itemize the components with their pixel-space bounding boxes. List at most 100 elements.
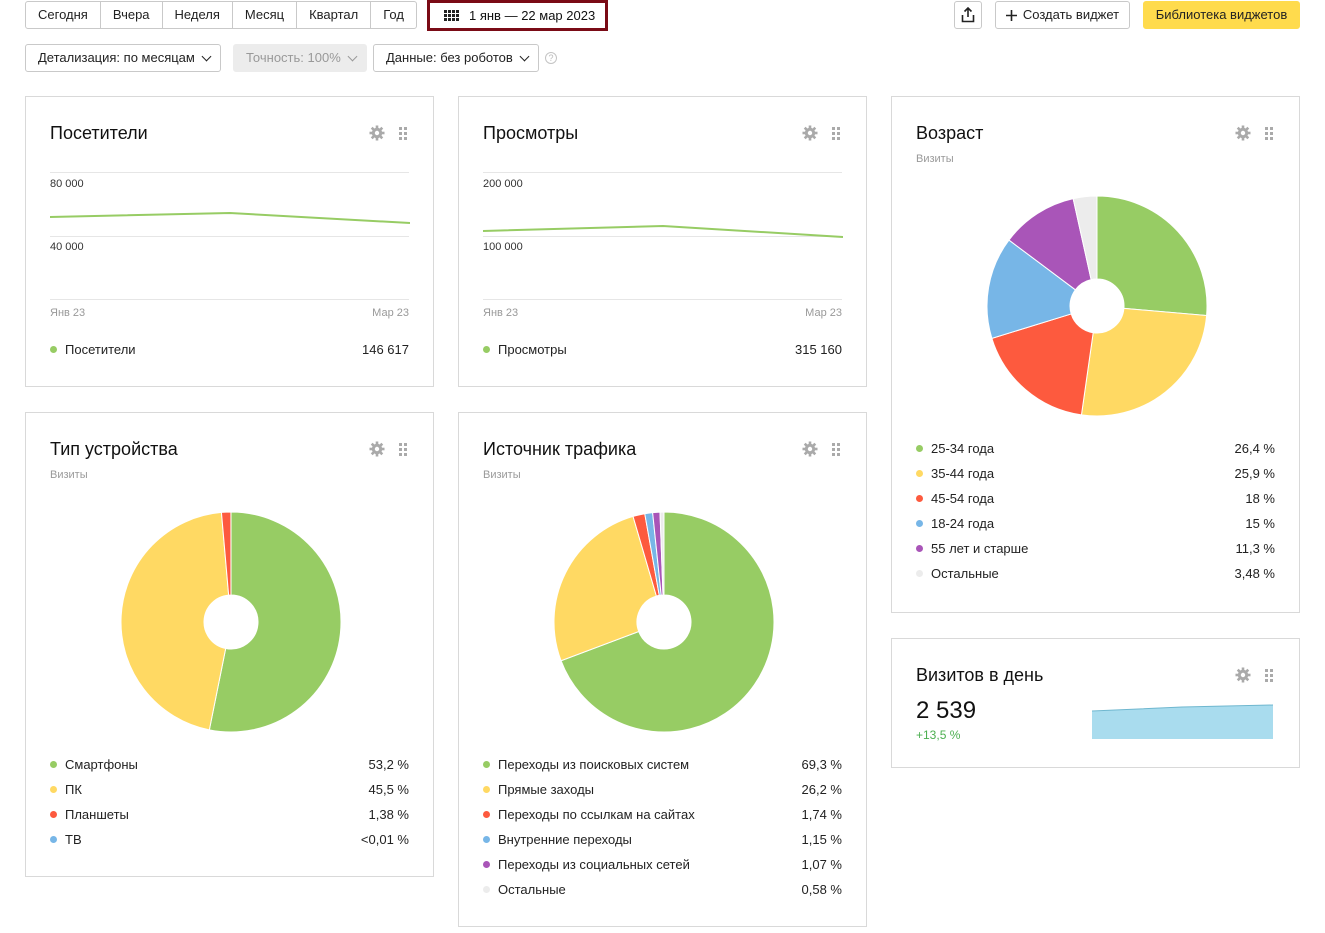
- period-today-button[interactable]: Сегодня: [26, 2, 101, 28]
- widget-title: Посетители: [50, 123, 148, 143]
- period-selector: Сегодня Вчера Неделя Месяц Квартал Год: [25, 1, 417, 29]
- legend-value: 315 160: [795, 342, 842, 357]
- legend-item[interactable]: Остальные 0,58 %: [483, 877, 842, 902]
- drag-handle-icon[interactable]: [399, 126, 407, 140]
- traffic-source-widget: Источник трафика Визиты Переходы из поис…: [458, 412, 867, 927]
- period-year-button[interactable]: Год: [383, 7, 404, 22]
- legend-item[interactable]: 25-34 года 26,4 %: [916, 436, 1275, 461]
- legend-item[interactable]: Переходы по ссылкам на сайтах 1,74 %: [483, 802, 842, 827]
- legend-dot: [916, 470, 923, 477]
- legend-label: ТВ: [65, 832, 82, 847]
- visits-per-day-value: 2 539: [916, 697, 977, 724]
- detail-select-label: Детализация: по месяцам: [38, 50, 195, 65]
- share-button[interactable]: [954, 1, 982, 29]
- legend-value: 69,3 %: [801, 757, 842, 772]
- pie-slice[interactable]: [208, 511, 342, 733]
- legend-value: 146 617: [362, 342, 409, 357]
- legend-label: 45-54 года: [931, 491, 995, 506]
- gear-icon[interactable]: [802, 125, 818, 141]
- gridline: [50, 172, 409, 173]
- accuracy-select-label: Точность: 100%: [246, 50, 341, 65]
- y-tick-label: 40 000: [50, 241, 84, 253]
- legend-item[interactable]: 18-24 года 15 %: [916, 511, 1275, 536]
- drag-handle-icon[interactable]: [1265, 668, 1273, 682]
- visits-sparkline: [1092, 704, 1274, 739]
- gridline: [483, 172, 842, 173]
- widget-subtitle: Визиты: [50, 469, 88, 481]
- period-yesterday-button[interactable]: Вчера: [101, 2, 163, 28]
- y-tick-label: 100 000: [483, 241, 523, 253]
- help-icon[interactable]: ?: [545, 52, 557, 64]
- legend-value: 25,9 %: [1234, 466, 1275, 481]
- legend-value: 18 %: [1245, 491, 1275, 506]
- chevron-down-icon: [201, 51, 212, 61]
- legend-item[interactable]: Переходы из поисковых систем 69,3 %: [483, 752, 842, 777]
- legend-item[interactable]: Смартфоны 53,2 %: [50, 752, 409, 777]
- legend-label: Смартфоны: [65, 757, 138, 772]
- legend-item[interactable]: Прямые заходы 26,2 %: [483, 777, 842, 802]
- legend-dot: [916, 520, 923, 527]
- pie-slice[interactable]: [560, 511, 775, 733]
- legend-item[interactable]: Просмотры 315 160: [483, 337, 842, 362]
- legend-label: 18-24 года: [931, 516, 995, 531]
- age-widget: Возраст Визиты 25-34 года 26,4 % 35-44 г…: [891, 96, 1300, 613]
- legend-item[interactable]: ТВ <0,01 %: [50, 827, 409, 852]
- legend-item[interactable]: 45-54 года 18 %: [916, 486, 1275, 511]
- legend-dot: [916, 570, 923, 577]
- legend-dot: [916, 545, 923, 552]
- drag-handle-icon[interactable]: [832, 126, 840, 140]
- x-tick-label: Мар 23: [372, 307, 409, 319]
- pie-slice[interactable]: [1080, 307, 1208, 417]
- legend-item[interactable]: ПК 45,5 %: [50, 777, 409, 802]
- gridline: [483, 236, 842, 237]
- data-filter-select[interactable]: Данные: без роботов: [373, 44, 539, 72]
- legend-item[interactable]: Переходы из социальных сетей 1,07 %: [483, 852, 842, 877]
- legend-value: 15 %: [1245, 516, 1275, 531]
- legend-label: Переходы по ссылкам на сайтах: [498, 807, 695, 822]
- legend-label: Планшеты: [65, 807, 129, 822]
- legend-label: 35-44 года: [931, 466, 995, 481]
- pie-slice[interactable]: [991, 313, 1094, 416]
- legend-item[interactable]: Посетители 146 617: [50, 337, 409, 362]
- period-week-button[interactable]: Неделя: [163, 2, 233, 28]
- legend-item[interactable]: Планшеты 1,38 %: [50, 802, 409, 827]
- drag-handle-icon[interactable]: [399, 442, 407, 456]
- gridline: [50, 299, 409, 300]
- pie-slice[interactable]: [120, 511, 230, 731]
- period-quarter-button[interactable]: Квартал: [297, 2, 372, 28]
- legend-item[interactable]: 35-44 года 25,9 %: [916, 461, 1275, 486]
- visits-per-day-widget: Визитов в день 2 539 +13,5 %: [891, 638, 1300, 768]
- legend-value: 11,3 %: [1235, 541, 1275, 556]
- date-range-label: 1 янв — 22 мар 2023: [469, 8, 596, 23]
- gear-icon[interactable]: [1235, 667, 1251, 683]
- legend-item[interactable]: 55 лет и старше 11,3 %: [916, 536, 1275, 561]
- legend-label: Остальные: [931, 566, 999, 581]
- pie-slice[interactable]: [986, 239, 1077, 340]
- legend-value: 3,48 %: [1234, 566, 1275, 581]
- legend-label: Переходы из социальных сетей: [498, 857, 690, 872]
- pie-slice[interactable]: [1072, 195, 1098, 281]
- detail-select[interactable]: Детализация: по месяцам: [25, 44, 221, 72]
- drag-handle-icon[interactable]: [832, 442, 840, 456]
- legend-item[interactable]: Внутренние переходы 1,15 %: [483, 827, 842, 852]
- legend-dot: [50, 761, 57, 768]
- gear-icon[interactable]: [369, 441, 385, 457]
- x-tick-label: Янв 23: [483, 307, 519, 319]
- gear-icon[interactable]: [369, 125, 385, 141]
- legend-item[interactable]: Остальные 3,48 %: [916, 561, 1275, 586]
- widget-library-button[interactable]: Библиотека виджетов: [1143, 1, 1300, 29]
- gear-icon[interactable]: [802, 441, 818, 457]
- drag-handle-icon[interactable]: [1265, 126, 1273, 140]
- gear-icon[interactable]: [1235, 125, 1251, 141]
- date-range-picker[interactable]: 1 янв — 22 мар 2023: [427, 0, 608, 31]
- accuracy-select: Точность: 100%: [233, 44, 367, 72]
- x-tick-label: Мар 23: [805, 307, 842, 319]
- pie-slice[interactable]: [553, 515, 658, 662]
- share-icon: [961, 7, 975, 23]
- period-month-button[interactable]: Месяц: [233, 2, 298, 28]
- create-widget-button[interactable]: Создать виджет: [995, 1, 1130, 29]
- legend-value: <0,01 %: [360, 832, 409, 847]
- pie-slice[interactable]: [1096, 195, 1208, 317]
- plus-icon: [1005, 9, 1017, 21]
- pie-slice[interactable]: [659, 511, 665, 596]
